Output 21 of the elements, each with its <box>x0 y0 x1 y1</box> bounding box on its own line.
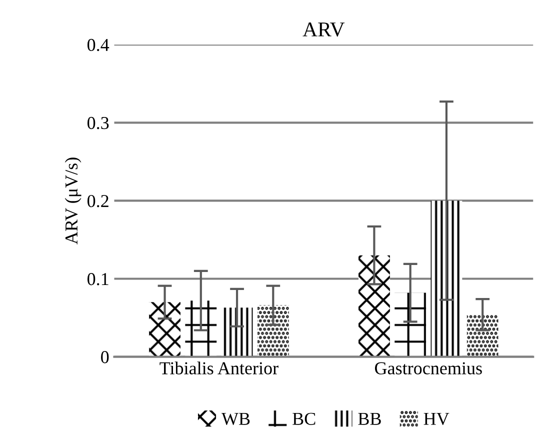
y-tick-label: 0.1 <box>88 273 108 286</box>
bar <box>430 200 462 357</box>
y-tick-label: 0.2 <box>88 194 108 208</box>
y-tick-label: 0.3 <box>88 116 109 130</box>
bar <box>149 302 180 357</box>
x-tick-label: Gastrocnemius <box>374 362 482 374</box>
bar <box>358 255 390 357</box>
bar <box>466 314 498 357</box>
y-tick-label: 0.4 <box>88 38 110 52</box>
y-axis-title: ARV (μV/s) <box>64 158 82 244</box>
bar <box>394 292 426 357</box>
bar <box>221 308 253 357</box>
legend-label: BB <box>358 412 381 425</box>
bar <box>257 305 289 357</box>
chart-title: ARV <box>302 22 345 37</box>
x-tick-label: Tibialis Anterior <box>160 362 278 374</box>
legend-label: WB <box>221 412 250 426</box>
bar <box>185 300 217 357</box>
y-tick-label: 0 <box>101 351 109 364</box>
legend-label: BC <box>292 412 316 425</box>
legend-label: HV <box>424 412 450 426</box>
